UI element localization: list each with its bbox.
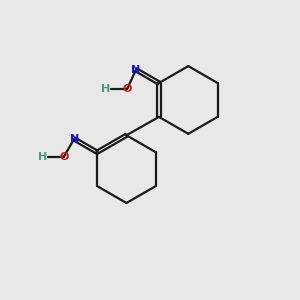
Text: O: O — [122, 84, 132, 94]
Text: N: N — [70, 134, 79, 144]
Text: H: H — [101, 84, 110, 94]
Text: H: H — [38, 152, 47, 162]
Text: O: O — [59, 152, 69, 162]
Text: N: N — [131, 65, 141, 75]
